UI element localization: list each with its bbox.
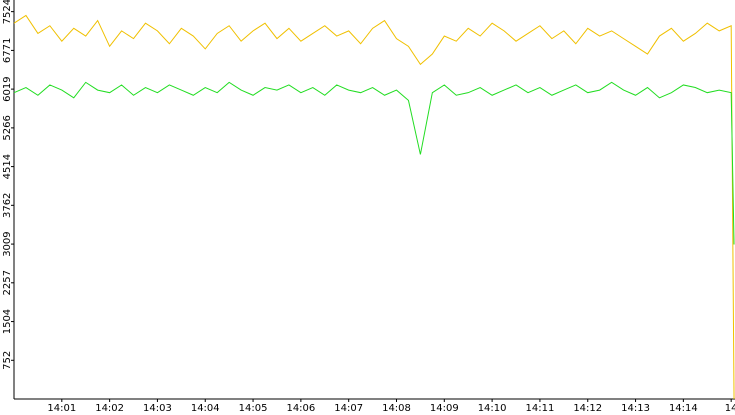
y-tick-label: 6019 (2, 76, 13, 101)
y-tick-label: 3009 (2, 231, 13, 256)
y-tick-label: 7524 (2, 0, 13, 24)
y-tick-label: 2257 (2, 270, 13, 295)
x-tick-label: 14:12 (573, 403, 602, 414)
series-line (13, 14, 735, 400)
x-tick-label: 14:07 (334, 403, 363, 414)
y-tick-label: 4514 (2, 154, 13, 179)
y-tick-label: 3762 (2, 193, 13, 218)
x-tick-label: 14:02 (95, 403, 124, 414)
x-tick-label: 14:06 (286, 403, 315, 414)
y-tick-label: 1504 (2, 309, 13, 334)
x-tick-label: 14 (725, 403, 735, 414)
x-tick-label: 14:11 (526, 403, 555, 414)
x-tick-label: 14:14 (669, 403, 698, 414)
x-tick-label: 14:09 (430, 403, 459, 414)
x-tick-label: 14:10 (478, 403, 507, 414)
series-line (13, 81, 735, 245)
x-tick-label: 14:04 (191, 403, 220, 414)
x-tick-label: 14:13 (621, 403, 650, 414)
x-tick-label: 14:01 (47, 403, 76, 414)
y-tick-label: 6771 (2, 38, 13, 63)
x-tick-label: 14:08 (382, 403, 411, 414)
y-tick-label: 5266 (2, 115, 13, 140)
y-tick-label: 752 (2, 351, 13, 370)
x-tick-label: 14:05 (239, 403, 268, 414)
x-tick-label: 14:03 (143, 403, 172, 414)
